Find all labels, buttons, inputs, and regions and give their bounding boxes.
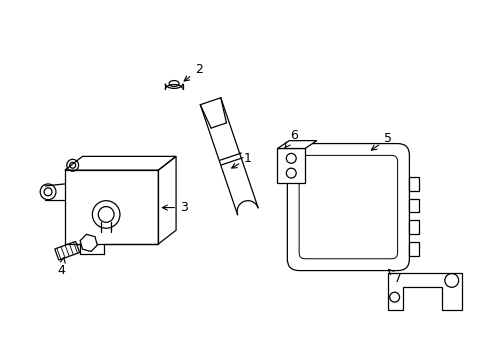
Text: 4: 4 <box>57 258 65 277</box>
Polygon shape <box>387 273 461 310</box>
Polygon shape <box>80 234 97 252</box>
Polygon shape <box>277 148 305 183</box>
Bar <box>408 242 418 256</box>
Text: 3: 3 <box>162 201 187 214</box>
Bar <box>408 220 418 234</box>
Text: 5: 5 <box>370 132 391 150</box>
Text: 7: 7 <box>387 269 401 285</box>
Bar <box>408 177 418 191</box>
Text: 1: 1 <box>231 152 251 168</box>
Polygon shape <box>55 242 80 260</box>
Polygon shape <box>277 141 316 148</box>
Bar <box>408 199 418 212</box>
FancyBboxPatch shape <box>287 144 408 271</box>
Text: 2: 2 <box>184 63 202 81</box>
Text: 6: 6 <box>285 129 298 148</box>
